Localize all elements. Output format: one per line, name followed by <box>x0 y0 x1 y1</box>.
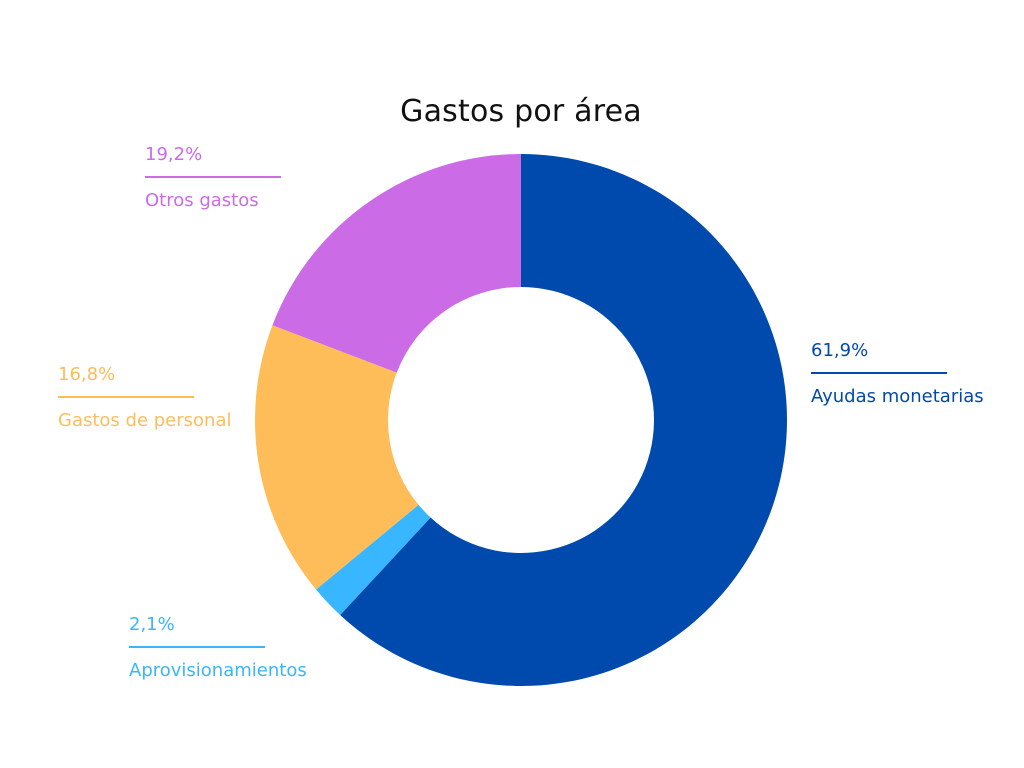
leader-line-ayudas-monetarias <box>811 372 947 374</box>
chart-title: Gastos por área <box>400 94 642 129</box>
category-label-gastos-de-personal: Gastos de personal <box>58 410 232 431</box>
slice-otros-gastos <box>272 154 521 373</box>
value-label-aprovisionamientos: 2,1% <box>129 614 175 635</box>
category-label-aprovisionamientos: Aprovisionamientos <box>129 660 307 681</box>
leader-line-otros-gastos <box>145 176 281 178</box>
value-label-ayudas-monetarias: 61,9% <box>811 340 869 361</box>
category-label-ayudas-monetarias: Ayudas monetarias <box>811 386 984 407</box>
donut-slices <box>254 154 787 686</box>
value-label-otros-gastos: 19,2% <box>145 144 203 165</box>
slice-ayudas-monetarias <box>340 154 787 686</box>
leader-line-gastos-de-personal <box>58 396 194 398</box>
category-label-otros-gastos: Otros gastos <box>145 190 259 211</box>
slice-gastos-de-personal <box>254 325 419 590</box>
slice-aprovisionamientos <box>316 504 431 616</box>
leader-line-aprovisionamientos <box>129 646 265 648</box>
value-label-gastos-de-personal: 16,8% <box>58 364 116 385</box>
